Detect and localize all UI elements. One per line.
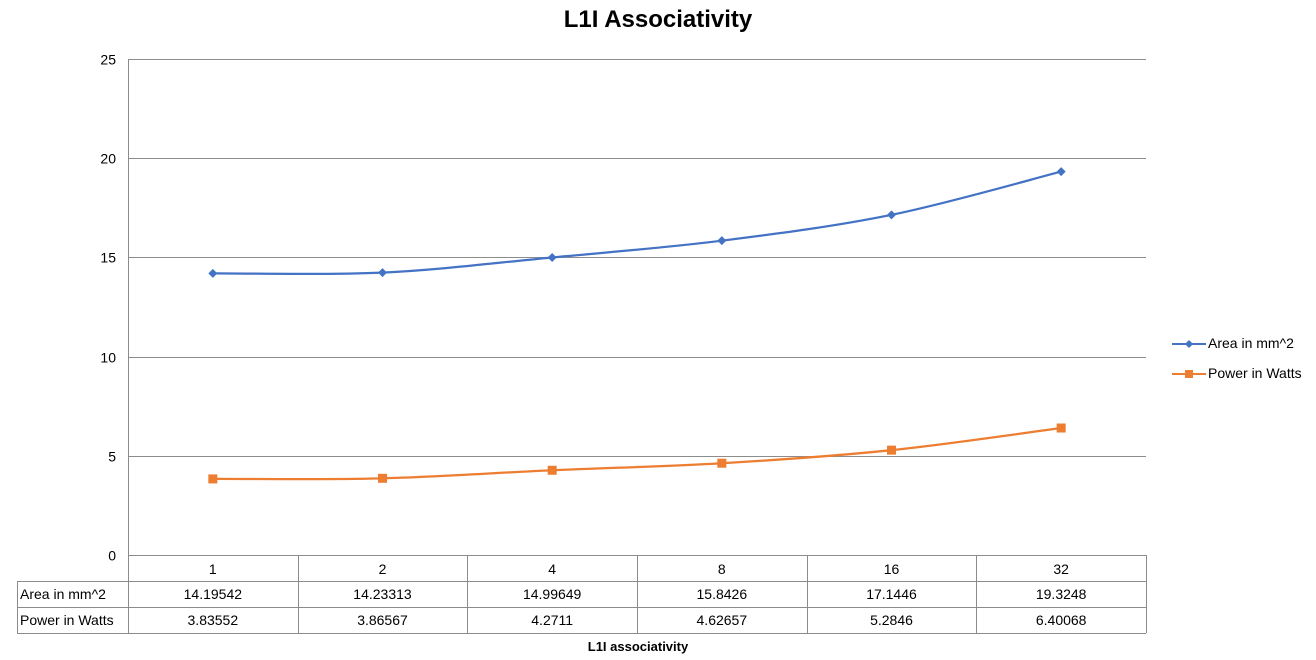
data-point-square [717, 458, 727, 468]
table-cell-value: 4.2711 [531, 612, 573, 628]
y-tick-label: 15 [100, 250, 116, 266]
x-tick-label: 32 [1053, 561, 1069, 577]
data-table: 1 2 4 8 16 32 Area in mm^2 14.19542 14.23313 14.9… [17, 555, 1147, 634]
data-point-diamond [547, 252, 557, 262]
table-cell-value: 19.3248 [1036, 586, 1087, 602]
table-cell-value: 14.23313 [353, 586, 412, 602]
table-cell-value: 5.2846 [870, 612, 913, 628]
data-point-diamond [208, 268, 218, 278]
series-line [212, 426, 1062, 481]
legend-marker-diamond-icon [1172, 340, 1206, 348]
data-point-diamond [717, 236, 727, 246]
table-cell-value: 17.1446 [866, 586, 917, 602]
legend-label-power: Power in Watts [1208, 365, 1302, 381]
table-cell-value: 15.8426 [697, 586, 748, 602]
data-point-square [378, 473, 387, 483]
table-cell-value: 14.99649 [523, 586, 582, 602]
table-row-label: Area in mm^2 [20, 586, 106, 602]
y-tick-label: 10 [100, 350, 116, 366]
data-point-square [208, 474, 218, 484]
x-tick-label: 16 [884, 561, 900, 577]
data-point-square [887, 445, 896, 455]
table-cell-value: 4.62657 [697, 612, 748, 628]
y-tick-label: 25 [100, 52, 116, 68]
table-cell-value: 3.86567 [357, 612, 408, 628]
legend-marker-square-icon [1172, 370, 1206, 378]
table-row-label: Power in Watts [20, 612, 114, 628]
x-tick-label: 2 [379, 561, 387, 577]
series-line [212, 170, 1062, 276]
x-tick-label: 4 [548, 561, 556, 577]
data-point-diamond [1056, 167, 1066, 177]
x-tick-label: 1 [209, 561, 217, 577]
table-cell-value: 3.83552 [188, 612, 239, 628]
chart-title: L1I Associativity [563, 6, 753, 33]
plot-series [208, 167, 1066, 484]
y-tick-label: 20 [100, 151, 116, 167]
x-tick-label: 8 [718, 561, 726, 577]
data-point-square [1056, 423, 1066, 433]
y-axis: 0 5 10 15 20 25 [100, 52, 129, 564]
y-tick-label: 5 [108, 449, 116, 465]
x-axis-label: L1I associativity [587, 639, 689, 654]
data-point-diamond [378, 268, 387, 278]
data-point-square [547, 465, 557, 475]
gridlines [128, 59, 1146, 556]
legend-label-area: Area in mm^2 [1208, 335, 1294, 351]
table-cell-value: 14.19542 [184, 586, 243, 602]
y-tick-label: 0 [108, 548, 116, 564]
data-point-diamond [887, 210, 896, 220]
table-cell-value: 6.40068 [1036, 612, 1087, 628]
